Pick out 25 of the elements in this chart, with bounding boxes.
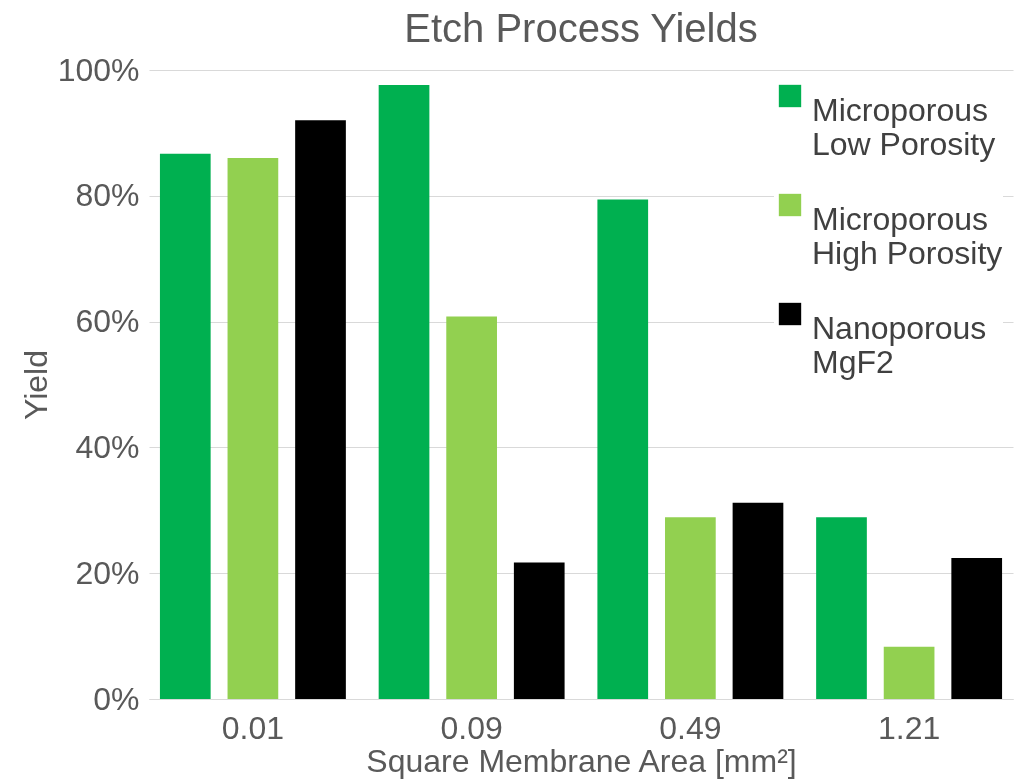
bar — [665, 517, 716, 699]
bar — [597, 199, 649, 699]
bar — [378, 85, 430, 699]
x-tick-label: 1.21 — [877, 709, 941, 746]
x-tick-label: 0.01 — [221, 709, 285, 746]
y-tick-label: 100% — [57, 51, 140, 88]
legend-label: Nanoporous MgF2 — [812, 310, 987, 380]
bar — [295, 120, 346, 699]
y-axis-title: Yield — [17, 350, 54, 420]
y-tick-label: 0% — [93, 680, 140, 717]
bar — [732, 502, 784, 699]
y-tick-label: 40% — [75, 428, 140, 465]
legend-label: Microporous Low Porosity — [812, 92, 996, 162]
chart-title: Etch Process Yields — [404, 6, 758, 50]
y-tick-label: 60% — [75, 303, 140, 340]
bar — [446, 316, 497, 699]
y-tick-label: 20% — [75, 554, 140, 591]
bar — [513, 562, 565, 699]
legend-label: Microporous High Porosity — [812, 201, 1003, 271]
bar — [883, 646, 935, 699]
y-tick-label: 80% — [75, 177, 140, 214]
bar — [159, 153, 211, 699]
bar — [816, 517, 867, 699]
bar — [951, 558, 1003, 699]
bar — [227, 158, 279, 699]
